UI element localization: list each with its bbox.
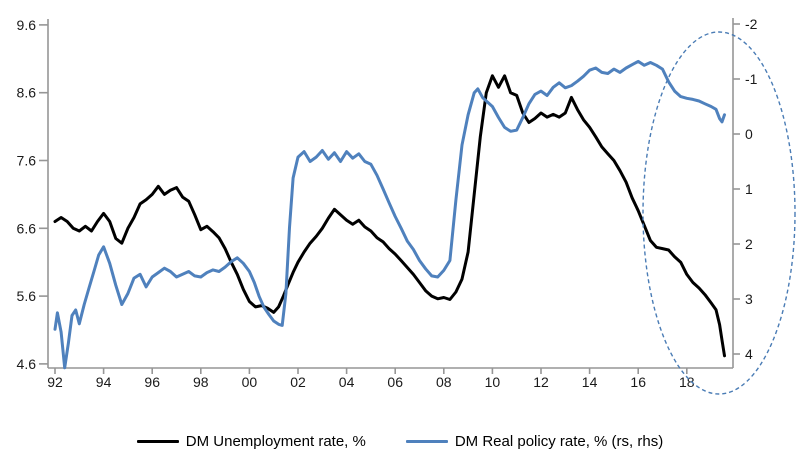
x-axis-tick-label: 04 <box>339 374 355 390</box>
x-axis-tick-label: 06 <box>387 374 403 390</box>
right-axis-tick-label: 0 <box>745 126 753 142</box>
right-axis-tick-label: 4 <box>745 346 753 362</box>
legend-item-unemployment: DM Unemployment rate, % <box>136 433 366 450</box>
policy-rate-line-swatch <box>405 440 448 443</box>
left-axis-tick-label: 4.6 <box>17 356 37 372</box>
highlight-ellipse-annotation <box>642 31 796 395</box>
x-axis-tick-label: 10 <box>485 374 501 390</box>
x-axis-tick-label: 98 <box>193 374 209 390</box>
left-axis-tick-label: 8.6 <box>17 85 37 101</box>
left-axis-tick-label: 9.6 <box>17 17 37 33</box>
unemployment-line-swatch <box>136 440 179 443</box>
x-axis-tick-label: 92 <box>47 374 63 390</box>
left-axis-tick-label: 6.6 <box>17 220 37 236</box>
unemployment-series-line <box>53 74 726 358</box>
x-axis-tick-label: 18 <box>679 374 695 390</box>
x-axis-tick-label: 00 <box>242 374 258 390</box>
x-axis-tick-label: 14 <box>582 374 598 390</box>
x-axis-tick-label: 12 <box>533 374 549 390</box>
x-axis-tick-label: 96 <box>144 374 160 390</box>
legend: DM Unemployment rate, % DM Real policy r… <box>0 433 800 450</box>
left-axis-tick-label: 5.6 <box>17 288 37 304</box>
right-axis-tick-label: -1 <box>745 71 758 87</box>
unemployment-legend-label: DM Unemployment rate, % <box>185 433 366 450</box>
x-axis-tick-label: 16 <box>630 374 646 390</box>
x-axis-tick-label: 08 <box>436 374 452 390</box>
right-axis-tick-label: 1 <box>745 181 753 197</box>
x-axis-tick-label: 94 <box>96 374 112 390</box>
right-axis-tick-label: 2 <box>745 236 753 252</box>
policy-rate-legend-label: DM Real policy rate, % (rs, rhs) <box>454 433 664 450</box>
policy-rate-series-line <box>53 59 726 370</box>
x-axis-tick-label: 02 <box>290 374 306 390</box>
right-axis-tick-label: -2 <box>745 16 758 32</box>
left-axis-tick-label: 7.6 <box>17 153 37 169</box>
right-axis-tick-label: 3 <box>745 291 753 307</box>
legend-item-policy-rate: DM Real policy rate, % (rs, rhs) <box>405 433 664 450</box>
